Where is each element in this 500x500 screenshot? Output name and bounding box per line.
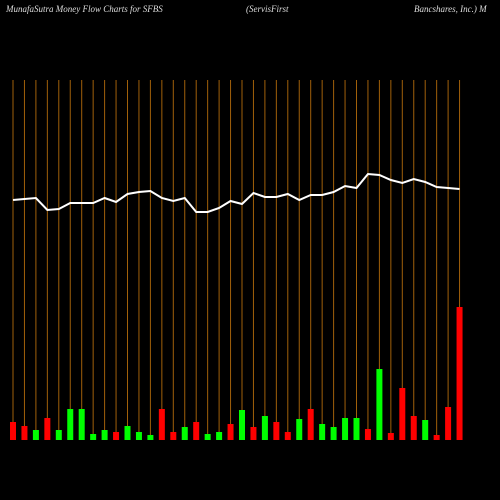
bar: [353, 418, 360, 440]
bar: [364, 429, 371, 440]
chart-title: Bancshares, Inc.) M: [414, 4, 487, 14]
bar: [307, 409, 314, 440]
bar: [32, 430, 39, 440]
money-flow-line: [12, 172, 460, 213]
bar: [55, 430, 62, 440]
bar: [78, 409, 85, 440]
bar: [158, 409, 165, 440]
bar: [330, 427, 337, 440]
bar: [284, 432, 291, 440]
bar: [170, 432, 177, 440]
bar: [227, 424, 234, 440]
bar: [387, 433, 394, 440]
bar: [113, 432, 120, 440]
bar: [10, 422, 16, 440]
bar: [147, 435, 154, 440]
bar: [456, 307, 463, 440]
bar: [181, 427, 188, 440]
bar: [422, 420, 429, 440]
bar: [90, 434, 97, 440]
bar: [273, 422, 280, 440]
bar: [433, 435, 440, 440]
bar: [101, 430, 108, 440]
bar: [239, 410, 245, 440]
bar: [204, 434, 211, 440]
bar: [445, 407, 452, 440]
bar: [124, 426, 131, 440]
bar: [193, 422, 200, 440]
bar: [319, 424, 326, 440]
bar: [399, 388, 406, 440]
bar: [135, 432, 142, 440]
bar: [410, 416, 417, 440]
bar: [44, 418, 51, 440]
bar: [296, 419, 303, 440]
chart-title: (ServisFirst: [246, 4, 289, 14]
bar: [376, 369, 383, 440]
bar: [216, 432, 223, 440]
bar: [261, 416, 268, 440]
bar: [342, 418, 349, 440]
chart-title: MunafaSutra Money Flow Charts for SFBS: [5, 4, 163, 14]
bar: [250, 427, 257, 440]
bar: [67, 409, 74, 440]
bar: [21, 426, 28, 440]
